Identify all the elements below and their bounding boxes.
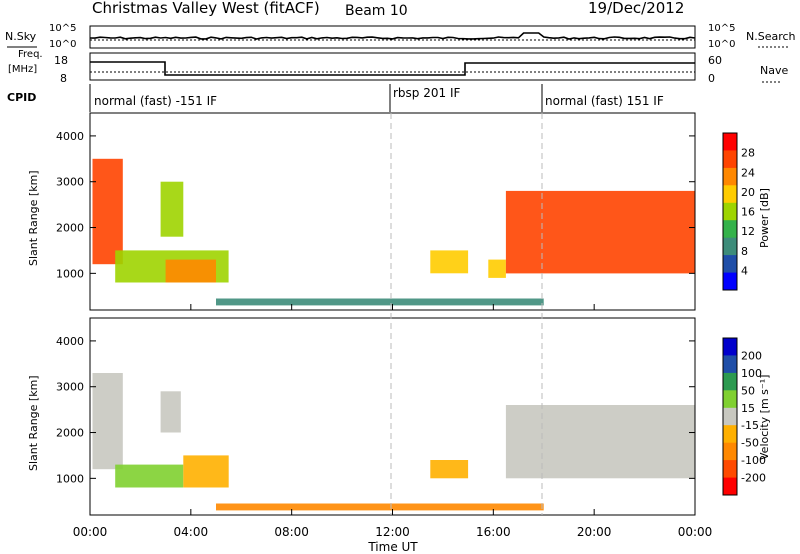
colorbar-frame: [722, 337, 738, 496]
colorbar-tick-label: 100: [741, 367, 762, 380]
power-panel: 1000 2000 3000 4000 Slant Range [km] 4 8 12 16…: [27, 112, 771, 311]
y-tick-label: 4000: [56, 130, 84, 143]
x-tick-label: 08:00: [274, 525, 309, 539]
colorbar-segment: [723, 477, 737, 496]
y-tick-label: 3000: [56, 381, 84, 394]
cpid-mode-2: rbsp 201 IF: [393, 86, 460, 100]
echo-region: [92, 158, 123, 265]
nsky-panel: N.Sky 10^5 10^0 10^5 10^0 N.Search: [5, 23, 796, 50]
colorbar-segment: [723, 167, 737, 186]
velocity-panel: 1000 2000 3000 4000 Slant Range [km] 200 100…: [27, 304, 771, 554]
power-cbar-label: Power [dB]: [758, 188, 771, 248]
nsearch-tick-bottom: 10^0: [708, 39, 735, 50]
echo-region: [488, 259, 506, 278]
power-ylabel: Slant Range [km]: [27, 170, 40, 266]
colorbar-segment: [723, 390, 737, 409]
nave-label: Nave: [760, 64, 788, 77]
colorbar-frame: [722, 132, 738, 291]
echo-region: [430, 250, 469, 274]
freq-tick-top: 18: [54, 54, 68, 67]
station-title: Christmas Valley West (fitACF): [92, 0, 320, 17]
freq-tick-bottom: 8: [60, 72, 67, 85]
x-tick-label: 00:00: [73, 525, 108, 539]
x-tick-label: 00:00: [678, 525, 713, 539]
freq-panel: Freq. [MHz] 18 8 60 0 Nave: [8, 49, 788, 85]
colorbar-segment: [723, 272, 737, 291]
time-xlabel: Time UT: [367, 540, 418, 554]
echo-region: [160, 181, 184, 237]
colorbar-segment: [723, 338, 737, 356]
freq-unit-label: [MHz]: [8, 64, 37, 75]
beam-label: Beam 10: [345, 3, 408, 19]
echo-region: [505, 190, 695, 274]
colorbar-tick-label: 12: [741, 225, 755, 238]
colorbar-tick-label: -200: [741, 472, 766, 485]
colorbar-tick-label: 8: [741, 245, 748, 258]
nsky-tick-top: 10^5: [49, 23, 76, 34]
cpid-row: CPID normal (fast) -151 IF rbsp 201 IF n…: [7, 84, 664, 112]
y-tick-label: 4000: [56, 335, 84, 348]
colorbar-tick-label: 24: [741, 166, 755, 179]
echo-region: [92, 373, 123, 470]
colorbar-tick-label: -50: [741, 437, 759, 450]
echo-region: [505, 405, 695, 479]
colorbar-segment: [723, 372, 737, 391]
colorbar-segment: [723, 237, 737, 256]
nave-tick-bottom: 0: [708, 72, 715, 85]
colorbar-tick-label: 200: [741, 349, 762, 362]
colorbar-segment: [723, 202, 737, 221]
echo-region: [165, 259, 216, 283]
colorbar-tick-label: 50: [741, 384, 755, 397]
nsearch-label: N.Search: [746, 30, 796, 43]
colorbar-tick-label: 4: [741, 264, 748, 277]
colorbar-segment: [723, 355, 737, 374]
velocity-cbar-label: Velocity [m s⁻¹]: [758, 375, 771, 460]
date-label: 19/Dec/2012: [588, 0, 684, 17]
colorbar-tick-label: -100: [741, 454, 766, 467]
colorbar-tick-label: -15: [741, 419, 759, 432]
nsky-tick-bottom: 10^0: [49, 39, 76, 50]
colorbar-segment: [723, 150, 737, 169]
colorbar-segment: [723, 185, 737, 204]
freq-label: Freq.: [18, 49, 43, 60]
colorbar-segment: [723, 220, 737, 239]
colorbar-segment: [723, 460, 737, 478]
nsky-label: N.Sky: [5, 30, 37, 43]
x-tick-label: 16:00: [476, 525, 511, 539]
y-tick-label: 3000: [56, 176, 84, 189]
colorbar-segment: [723, 255, 737, 273]
nsky-line: [89, 32, 696, 40]
nsearch-tick-top: 10^5: [708, 23, 735, 34]
colorbar-segment: [723, 133, 737, 151]
colorbar-segment: [723, 407, 737, 426]
cpid-label: CPID: [7, 91, 36, 104]
colorbar-segment: [723, 442, 737, 461]
x-tick-label: 20:00: [577, 525, 612, 539]
colorbar-segment: [723, 425, 737, 444]
echo-region: [216, 298, 544, 306]
echo-region: [430, 460, 469, 479]
x-tick-label: 12:00: [375, 525, 410, 539]
colorbar-tick-label: 15: [741, 402, 755, 415]
velocity-ylabel: Slant Range [km]: [27, 375, 40, 471]
cpid-mode-3: normal (fast) 151 IF: [545, 94, 664, 108]
colorbar-tick-label: 28: [741, 147, 755, 160]
echo-region: [183, 455, 229, 488]
echo-region: [216, 503, 544, 511]
echo-region: [160, 391, 181, 433]
y-tick-label: 1000: [56, 267, 84, 280]
colorbar-tick-label: 20: [741, 186, 755, 199]
nave-tick-top: 60: [708, 54, 722, 67]
y-tick-label: 1000: [56, 472, 84, 485]
cpid-mode-1: normal (fast) -151 IF: [94, 94, 217, 108]
colorbar-tick-label: 16: [741, 206, 755, 219]
echo-region: [115, 464, 184, 488]
x-tick-label: 04:00: [174, 525, 209, 539]
freq-line: [90, 61, 695, 76]
y-tick-label: 2000: [56, 222, 84, 235]
y-tick-label: 2000: [56, 427, 84, 440]
